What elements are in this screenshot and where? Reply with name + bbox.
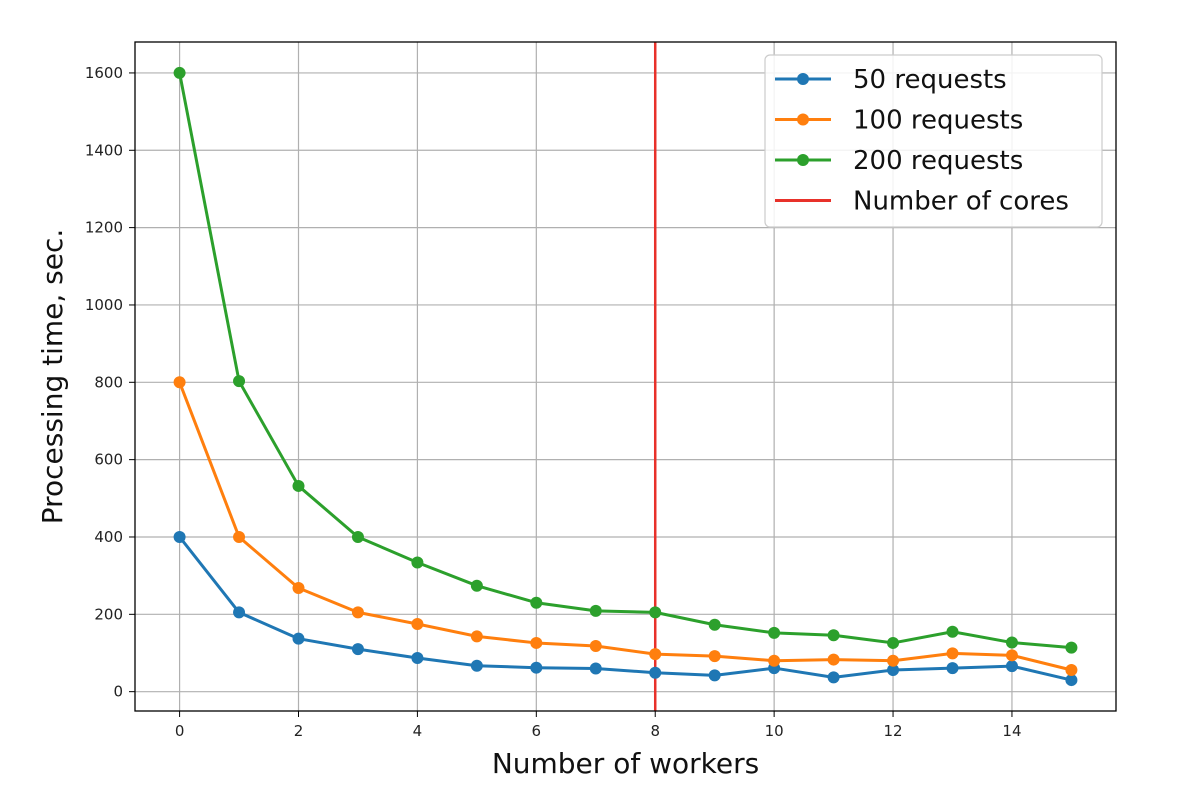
data-point-series-1 <box>351 643 364 656</box>
data-point-series-1 <box>589 662 602 675</box>
data-point-series-3 <box>470 579 483 592</box>
x-tick-label: 12 <box>883 722 902 740</box>
legend-label: Number of cores <box>853 187 1069 217</box>
y-tick-label: 1600 <box>85 64 123 82</box>
legend-label: 200 requests <box>853 146 1023 176</box>
data-point-series-2 <box>1005 649 1018 662</box>
data-point-series-2 <box>887 654 900 667</box>
x-tick-label: 8 <box>650 722 660 740</box>
data-point-series-2 <box>173 376 186 389</box>
y-tick-label: 1400 <box>85 141 123 159</box>
data-point-series-2 <box>470 630 483 643</box>
legend-swatch-marker <box>797 113 809 126</box>
data-point-series-1 <box>173 530 186 543</box>
x-tick-label: 4 <box>413 722 423 740</box>
plot-frame <box>134 41 1117 712</box>
data-point-series-1 <box>411 652 424 665</box>
legend-label: 100 requests <box>853 106 1023 136</box>
data-point-series-1 <box>827 671 840 684</box>
data-point-series-3 <box>530 596 543 609</box>
legend-label: 50 requests <box>853 65 1007 95</box>
data-point-series-3 <box>173 66 186 79</box>
data-point-series-1 <box>530 661 543 674</box>
series-line-3 <box>178 71 1073 650</box>
y-tick-label: 0 <box>113 683 123 701</box>
y-tick-label: 1200 <box>85 219 123 237</box>
legend-swatch-marker <box>797 154 809 166</box>
legend-swatch-marker <box>797 73 809 85</box>
series-line-1 <box>178 535 1073 682</box>
data-point-series-2 <box>351 606 364 619</box>
data-point-series-2 <box>649 648 662 661</box>
data-point-series-2 <box>233 530 246 543</box>
data-point-series-3 <box>708 618 721 631</box>
y-tick-label: 800 <box>94 373 123 391</box>
y-axis-title: Processing time, sec. <box>36 229 69 525</box>
data-point-series-3 <box>233 375 246 388</box>
x-tick-label: 2 <box>294 722 304 740</box>
data-point-series-2 <box>708 650 721 663</box>
y-tick-label: 1000 <box>85 296 123 314</box>
y-tick-label: 600 <box>94 451 123 469</box>
data-point-series-3 <box>1005 636 1018 649</box>
y-tick-label: 400 <box>94 528 123 546</box>
data-point-series-3 <box>887 636 900 649</box>
data-point-series-3 <box>1065 641 1078 654</box>
x-tick-label: 14 <box>1002 722 1021 740</box>
x-tick-label: 6 <box>532 722 542 740</box>
data-point-series-3 <box>411 556 424 569</box>
data-point-series-1 <box>292 632 305 645</box>
data-point-series-3 <box>292 479 305 492</box>
data-point-series-2 <box>589 640 602 653</box>
data-point-series-3 <box>589 604 602 617</box>
data-point-series-3 <box>768 626 781 639</box>
data-point-series-2 <box>827 653 840 666</box>
data-point-series-1 <box>887 664 900 677</box>
data-point-series-1 <box>1005 660 1018 673</box>
data-point-series-2 <box>1065 664 1078 677</box>
data-point-series-1 <box>946 662 959 675</box>
x-tick-label: 10 <box>765 722 784 740</box>
data-point-series-1 <box>470 659 483 672</box>
data-point-series-1 <box>649 666 662 679</box>
data-point-series-1 <box>1065 674 1078 687</box>
legend-box <box>764 54 1103 228</box>
data-point-series-2 <box>292 582 305 595</box>
data-point-series-1 <box>233 606 246 619</box>
x-tick-label: 0 <box>175 722 185 740</box>
data-point-series-2 <box>411 617 424 630</box>
x-axis-title: Number of workers <box>492 747 759 780</box>
data-point-series-3 <box>827 629 840 642</box>
series-line-2 <box>178 380 1073 672</box>
data-point-series-2 <box>946 647 959 660</box>
data-point-series-3 <box>946 625 959 638</box>
y-tick-label: 200 <box>94 605 123 623</box>
data-point-series-2 <box>768 654 781 667</box>
data-point-series-3 <box>649 606 662 619</box>
data-point-series-2 <box>530 636 543 649</box>
data-point-series-1 <box>708 669 721 682</box>
data-point-series-3 <box>351 530 364 543</box>
